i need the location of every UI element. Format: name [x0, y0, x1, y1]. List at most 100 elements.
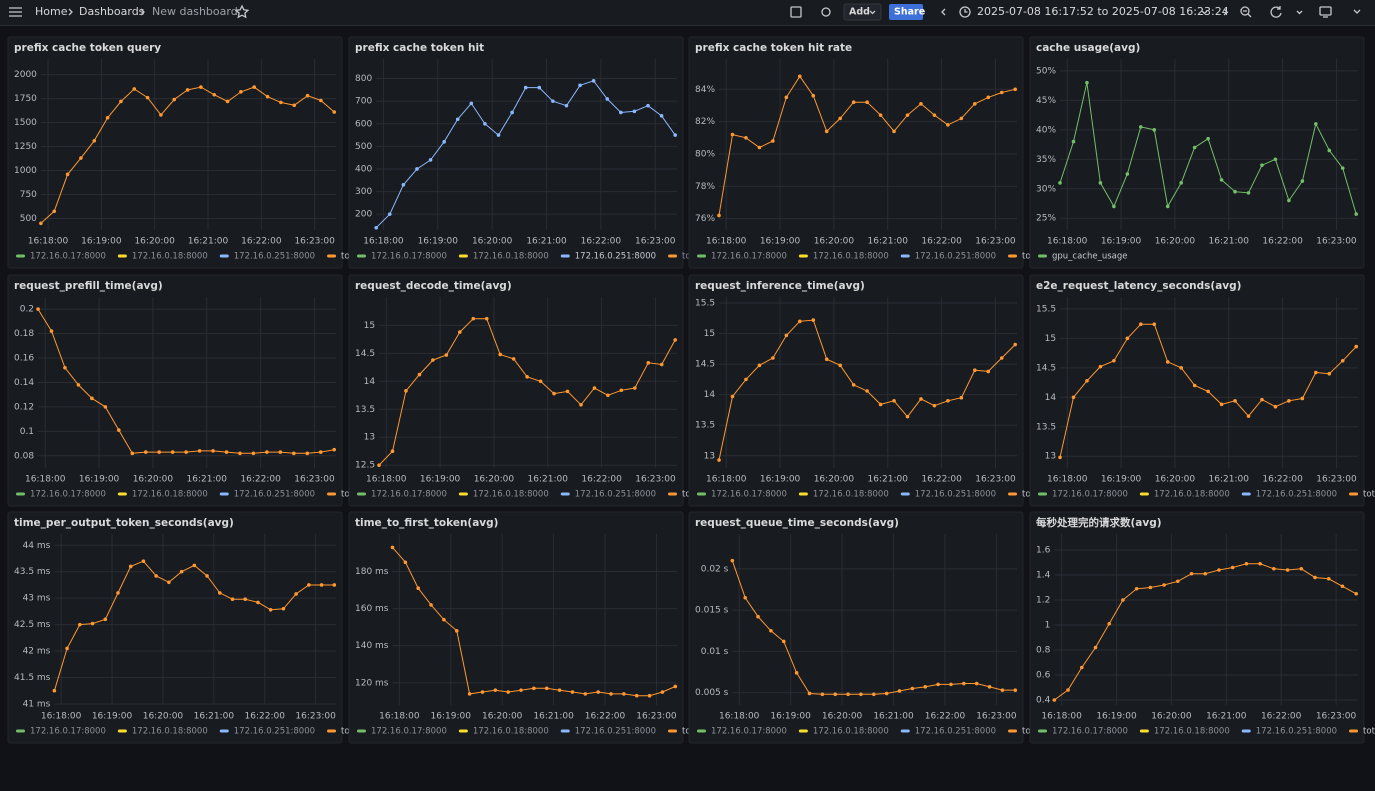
legend-item[interactable]: 172.16.0.251:8000 — [900, 252, 996, 262]
x-tick-label: 16:20:00 — [1155, 237, 1196, 247]
legend-item[interactable]: total — [1349, 727, 1375, 737]
legend-item[interactable]: 172.16.0.251:8000 — [560, 727, 656, 737]
legend-item[interactable]: 172.16.0.251:8000 — [1241, 727, 1337, 737]
save-button[interactable] — [790, 6, 802, 18]
legend-item[interactable]: 172.16.0.17:8000 — [357, 490, 447, 500]
data-point — [318, 450, 323, 454]
legend-item[interactable]: 172.16.0.18:8000 — [458, 252, 549, 262]
panel: cache usage(avg) 25% 30% 35% 40% 45% 50% 16:18:… — [1029, 36, 1365, 269]
data-point — [211, 449, 215, 453]
data-point — [403, 560, 408, 565]
legend-item[interactable]: gpu_cache_usage — [1038, 252, 1128, 262]
legend-item[interactable]: 172.16.0.17:8000 — [16, 727, 106, 737]
y-tick-label: 800 — [355, 74, 372, 84]
panel-background — [348, 274, 684, 507]
legend-item[interactable]: 172.16.0.18:8000 — [117, 727, 208, 737]
legend-item[interactable]: 172.16.0.251:8000 — [560, 252, 656, 262]
legend-item[interactable]: 172.16.0.17:8000 — [697, 252, 787, 262]
data-point — [1112, 358, 1116, 363]
legend-swatch — [560, 492, 570, 496]
panel: prefix cache token hit 200 300 400 500 600 700… — [348, 36, 701, 269]
data-point — [1189, 571, 1194, 576]
data-point — [1340, 358, 1345, 363]
menu-button[interactable] — [9, 7, 22, 17]
data-point — [251, 451, 256, 456]
x-tick-label: 16:23:00 — [1316, 475, 1357, 485]
legend-item[interactable]: 172.16.0.18:8000 — [1139, 727, 1230, 737]
data-point — [192, 563, 197, 568]
data-point — [923, 685, 928, 689]
data-point — [305, 93, 310, 98]
legend-item[interactable]: 172.16.0.18:8000 — [1139, 490, 1230, 500]
time-back-button[interactable] — [941, 8, 946, 16]
time-forward-button[interactable] — [1223, 8, 1228, 16]
collapse-button[interactable] — [1353, 9, 1361, 14]
y-tick-label: 0.12 — [14, 402, 34, 412]
legend-item[interactable]: 172.16.0.18:8000 — [458, 490, 549, 500]
legend-item[interactable]: 172.16.0.17:8000 — [16, 252, 106, 262]
star-button[interactable] — [234, 4, 250, 19]
data-point — [986, 95, 991, 100]
time-range[interactable]: 2025-07-08 16:17:52 to 2025-07-08 16:23:… — [977, 5, 1229, 18]
data-point — [442, 617, 446, 622]
legend-item[interactable]: 172.16.0.251:8000 — [1241, 490, 1337, 500]
breadcrumb[interactable]: Dashboards — [79, 5, 145, 18]
legend-item[interactable]: 172.16.0.17:8000 — [697, 727, 787, 737]
legend-swatch — [1038, 254, 1047, 258]
legend-item[interactable]: 172.16.0.251:8000 — [900, 727, 996, 737]
data-point — [1246, 414, 1251, 418]
data-point — [1098, 364, 1103, 369]
legend-item[interactable]: 172.16.0.18:8000 — [798, 252, 889, 262]
panel-background — [1029, 36, 1365, 269]
legend-item[interactable]: 172.16.0.17:8000 — [16, 490, 106, 500]
legend-label: 172.16.0.18:8000 — [473, 252, 549, 262]
share-button[interactable]: Share — [889, 4, 925, 20]
breadcrumb-separator — [140, 8, 145, 16]
settings-button[interactable] — [821, 7, 831, 17]
add-button[interactable]: Add — [843, 3, 882, 21]
panel-title: 每秒处理完的请求数(avg) — [1036, 516, 1162, 529]
data-point — [429, 603, 433, 607]
data-point — [1121, 598, 1125, 602]
legend-item[interactable]: 172.16.0.251:8000 — [900, 490, 996, 500]
data-point — [959, 116, 964, 121]
legend-item[interactable]: 172.16.0.17:8000 — [357, 252, 447, 262]
legend-item[interactable]: 172.16.0.17:8000 — [1038, 490, 1128, 500]
refresh-button[interactable] — [1270, 6, 1282, 18]
data-point — [484, 316, 489, 321]
data-point — [480, 690, 485, 694]
panel-background — [1029, 511, 1365, 744]
legend-item[interactable]: 172.16.0.251:8000 — [560, 490, 656, 500]
data-point — [1176, 579, 1180, 584]
breadcrumb[interactable]: Home — [35, 5, 68, 18]
legend-item[interactable]: 172.16.0.18:8000 — [798, 727, 889, 737]
data-point — [483, 121, 487, 126]
refresh-dropdown[interactable] — [1296, 10, 1303, 15]
data-point — [632, 109, 637, 114]
view-mode-button[interactable] — [1319, 6, 1332, 18]
legend-item[interactable]: 172.16.0.17:8000 — [357, 727, 447, 737]
legend-item[interactable]: 172.16.0.18:8000 — [458, 727, 549, 737]
legend-item[interactable]: 172.16.0.18:8000 — [117, 252, 208, 262]
legend-item[interactable]: 172.16.0.18:8000 — [117, 490, 208, 500]
x-tick-label: 16:23:00 — [1316, 237, 1357, 247]
legend-item[interactable]: 172.16.0.251:8000 — [219, 252, 315, 262]
legend-item[interactable]: 172.16.0.251:8000 — [219, 490, 315, 500]
data-point — [154, 574, 158, 578]
legend-item[interactable]: 172.16.0.251:8000 — [219, 727, 315, 737]
data-point — [1058, 455, 1062, 460]
legend-swatch — [668, 729, 678, 733]
legend-label: 172.16.0.251:8000 — [234, 727, 315, 737]
y-tick-label: 0.08 — [14, 451, 34, 461]
time-range-dropdown[interactable] — [1201, 10, 1208, 15]
data-point — [217, 591, 222, 595]
legend-item[interactable]: 172.16.0.18:8000 — [798, 490, 889, 500]
data-point — [552, 391, 556, 396]
data-point — [936, 682, 940, 687]
panel: prefix cache token hit rate 76% 78% 80% 82% 8… — [688, 36, 1041, 269]
legend-item[interactable]: total — [1349, 490, 1375, 500]
breadcrumb-current: New dashboard — [152, 5, 238, 18]
legend-item[interactable]: 172.16.0.17:8000 — [697, 490, 787, 500]
legend-item[interactable]: 172.16.0.17:8000 — [1038, 727, 1128, 737]
zoom-out-button[interactable] — [1240, 6, 1252, 18]
